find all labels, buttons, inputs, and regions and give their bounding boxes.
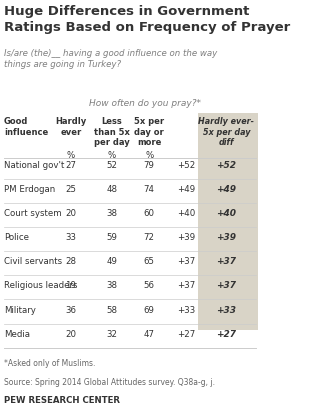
Text: National gov't: National gov't (4, 161, 64, 170)
Text: Less
than 5x
per day: Less than 5x per day (94, 117, 130, 147)
Text: 36: 36 (65, 305, 76, 315)
Text: +39: +39 (216, 233, 236, 242)
Text: 20: 20 (65, 209, 76, 218)
Text: 59: 59 (107, 233, 117, 242)
Text: +40: +40 (177, 209, 196, 218)
Text: %: % (145, 151, 153, 160)
Text: PM Erdogan: PM Erdogan (4, 185, 55, 194)
Text: +39: +39 (177, 233, 196, 242)
Text: 5x per
day or
more: 5x per day or more (134, 117, 164, 147)
Text: +52: +52 (177, 161, 196, 170)
Text: *Asked only of Muslims.: *Asked only of Muslims. (4, 360, 95, 368)
Text: +52: +52 (216, 161, 236, 170)
Text: 69: 69 (144, 305, 154, 315)
Text: Hardly
ever: Hardly ever (55, 117, 87, 137)
Text: Good
influence: Good influence (4, 117, 48, 137)
Text: +33: +33 (216, 305, 236, 315)
Text: 74: 74 (144, 185, 155, 194)
Text: 60: 60 (144, 209, 155, 218)
Text: 28: 28 (65, 257, 76, 266)
Text: Media: Media (4, 330, 30, 339)
Text: +49: +49 (177, 185, 196, 194)
Text: 33: 33 (65, 233, 76, 242)
Text: Hardly ever-
5x per day
diff: Hardly ever- 5x per day diff (198, 117, 254, 147)
Text: 25: 25 (65, 185, 76, 194)
Text: 47: 47 (144, 330, 155, 339)
Text: Court system: Court system (4, 209, 61, 218)
Text: How often do you pray?*: How often do you pray?* (89, 99, 201, 108)
Text: %: % (67, 151, 75, 160)
Text: %: % (108, 151, 116, 160)
Text: +40: +40 (216, 209, 236, 218)
Text: 27: 27 (65, 161, 76, 170)
Text: 38: 38 (106, 209, 117, 218)
Text: Is/are (the)__ having a good influence on the way
things are going in Turkey?: Is/are (the)__ having a good influence o… (4, 49, 217, 69)
Text: +37: +37 (216, 257, 236, 266)
Text: 20: 20 (65, 330, 76, 339)
Text: Police: Police (4, 233, 29, 242)
Text: Source: Spring 2014 Global Attitudes survey. Q38a-g, j.: Source: Spring 2014 Global Attitudes sur… (4, 378, 215, 387)
Text: Military: Military (4, 305, 36, 315)
Text: +37: +37 (177, 257, 196, 266)
Text: +27: +27 (216, 330, 236, 339)
Text: 79: 79 (144, 161, 154, 170)
Text: 38: 38 (106, 282, 117, 290)
Text: 72: 72 (144, 233, 155, 242)
Text: PEW RESEARCH CENTER: PEW RESEARCH CENTER (4, 396, 120, 404)
Text: 52: 52 (106, 161, 117, 170)
Text: 56: 56 (144, 282, 155, 290)
Text: +27: +27 (177, 330, 196, 339)
Text: Religious leaders: Religious leaders (4, 282, 78, 290)
Text: +37: +37 (177, 282, 196, 290)
Text: 19: 19 (66, 282, 76, 290)
Text: 65: 65 (144, 257, 155, 266)
Text: +37: +37 (216, 282, 236, 290)
Bar (198, 114, 258, 330)
Text: 49: 49 (107, 257, 117, 266)
Text: Civil servants: Civil servants (4, 257, 62, 266)
Text: 48: 48 (106, 185, 117, 194)
Text: 58: 58 (106, 305, 117, 315)
Text: 32: 32 (106, 330, 117, 339)
Text: +33: +33 (177, 305, 196, 315)
Text: Huge Differences in Government
Ratings Based on Frequency of Prayer: Huge Differences in Government Ratings B… (4, 5, 290, 34)
Text: +49: +49 (216, 185, 236, 194)
